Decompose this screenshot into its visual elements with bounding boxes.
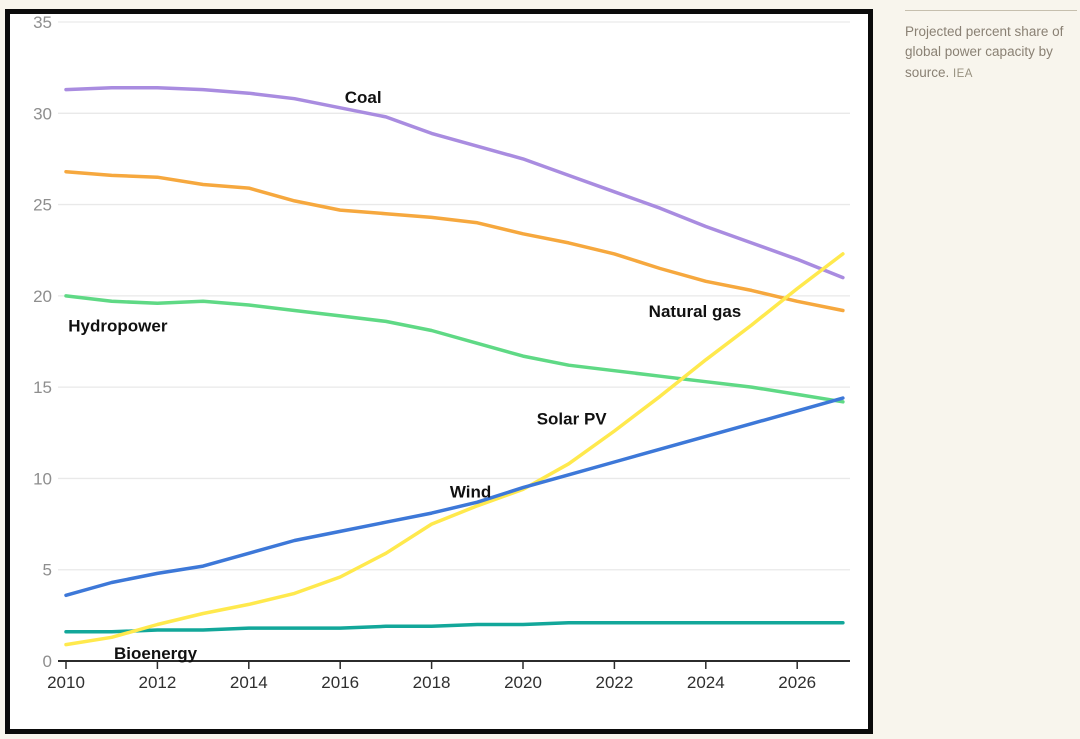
series-line-hydropower — [64, 294, 845, 404]
series-label-coal: Coal — [345, 88, 382, 107]
y-tick-label: 5 — [43, 561, 52, 580]
series-label-bioenergy: Bioenergy — [114, 644, 198, 663]
y-tick-label: 10 — [33, 469, 52, 488]
x-tick-label: 2024 — [687, 673, 725, 692]
series-label-hydropower: Hydropower — [68, 316, 168, 335]
y-tick-label: 35 — [33, 14, 52, 32]
series-label-solar-pv: Solar PV — [537, 410, 608, 429]
x-tick-label: 2018 — [413, 673, 451, 692]
chart-caption: Projected percent share of global power … — [905, 10, 1077, 83]
x-tick-label: 2014 — [230, 673, 268, 692]
x-tick-label: 2016 — [321, 673, 359, 692]
y-tick-label: 15 — [33, 378, 52, 397]
x-tick-label: 2020 — [504, 673, 542, 692]
series-label-natural-gas: Natural gas — [649, 302, 742, 321]
series-line-solar-pv — [64, 252, 845, 647]
y-tick-label: 30 — [33, 104, 52, 123]
series-label-wind: Wind — [450, 483, 491, 502]
caption-text: Projected percent share of global power … — [905, 24, 1064, 80]
x-tick-label: 2026 — [778, 673, 816, 692]
x-tick-label: 2010 — [47, 673, 85, 692]
series-line-coal — [64, 85, 845, 280]
series-line-wind — [64, 396, 845, 598]
source-label: IEA — [953, 67, 973, 80]
series-line-natural-gas — [64, 169, 845, 313]
series-line-bioenergy — [64, 620, 845, 634]
y-tick-label: 0 — [43, 652, 52, 671]
x-tick-label: 2022 — [595, 673, 633, 692]
y-tick-label: 25 — [33, 196, 52, 215]
y-tick-label: 20 — [33, 287, 52, 306]
x-tick-label: 2012 — [138, 673, 176, 692]
line-chart: 5 10 15 20 25 30 35 0 2010 2012 2014 2016 2018 2020 20… — [33, 14, 850, 692]
chart-panel: 5 10 15 20 25 30 35 0 2010 2012 2014 2016 2018 2020 20… — [5, 9, 873, 734]
